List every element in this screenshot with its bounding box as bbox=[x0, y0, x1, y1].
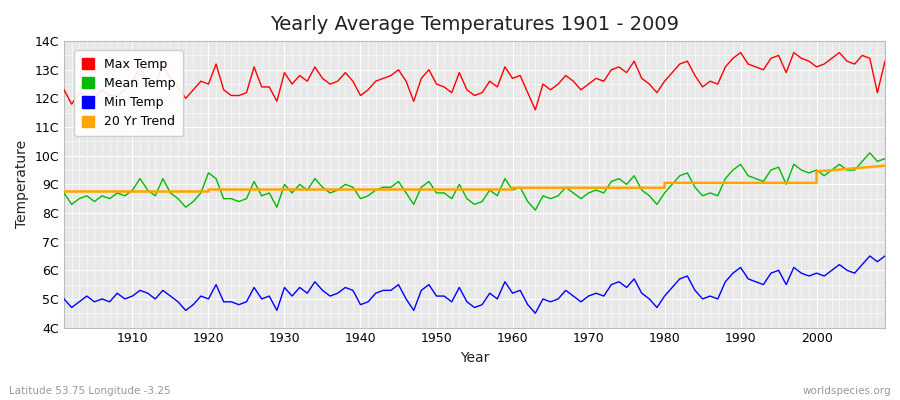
Text: worldspecies.org: worldspecies.org bbox=[803, 386, 891, 396]
Y-axis label: Temperature: Temperature bbox=[15, 140, 29, 228]
Legend: Max Temp, Mean Temp, Min Temp, 20 Yr Trend: Max Temp, Mean Temp, Min Temp, 20 Yr Tre… bbox=[75, 50, 184, 136]
X-axis label: Year: Year bbox=[460, 351, 490, 365]
Text: Latitude 53.75 Longitude -3.25: Latitude 53.75 Longitude -3.25 bbox=[9, 386, 171, 396]
Title: Yearly Average Temperatures 1901 - 2009: Yearly Average Temperatures 1901 - 2009 bbox=[270, 15, 679, 34]
